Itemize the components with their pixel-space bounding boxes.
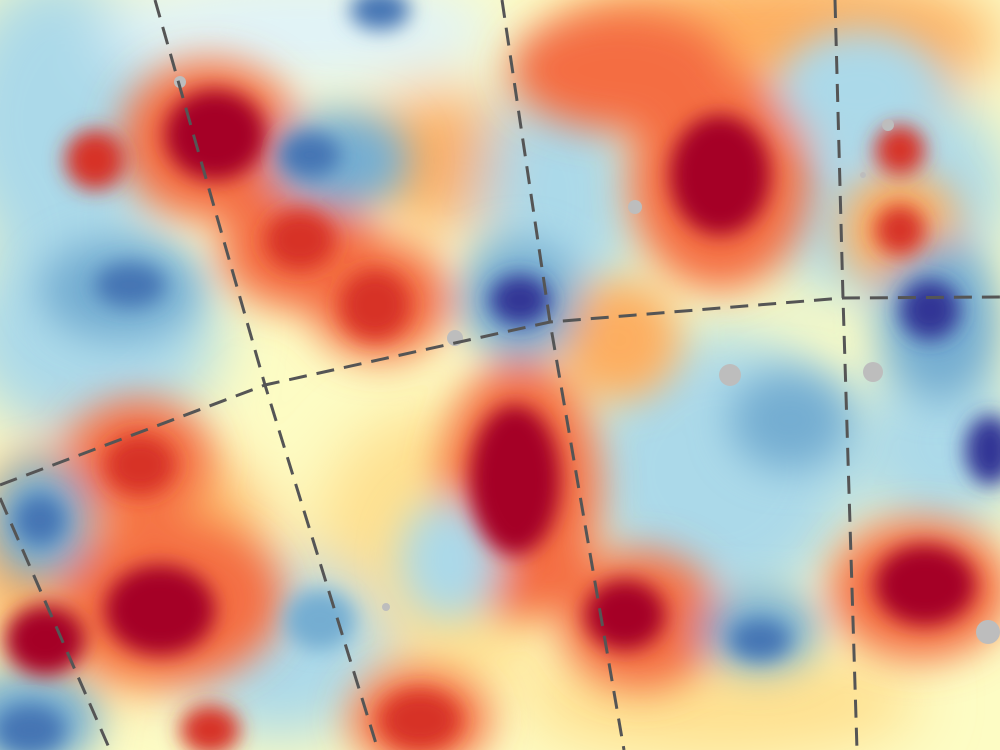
masked-patch: [174, 76, 186, 88]
graticule-meridian: [0, 497, 112, 750]
masked-patch: [976, 620, 1000, 644]
masked-patch: [860, 172, 866, 178]
masked-region-layer: [174, 76, 1000, 644]
masked-patch: [882, 119, 894, 131]
masked-patch: [863, 362, 883, 382]
graticule-meridian: [833, 0, 859, 750]
graticule-parallel: [0, 295, 1000, 487]
masked-patch: [719, 364, 741, 386]
masked-patch: [382, 603, 390, 611]
masked-patch: [628, 200, 642, 214]
